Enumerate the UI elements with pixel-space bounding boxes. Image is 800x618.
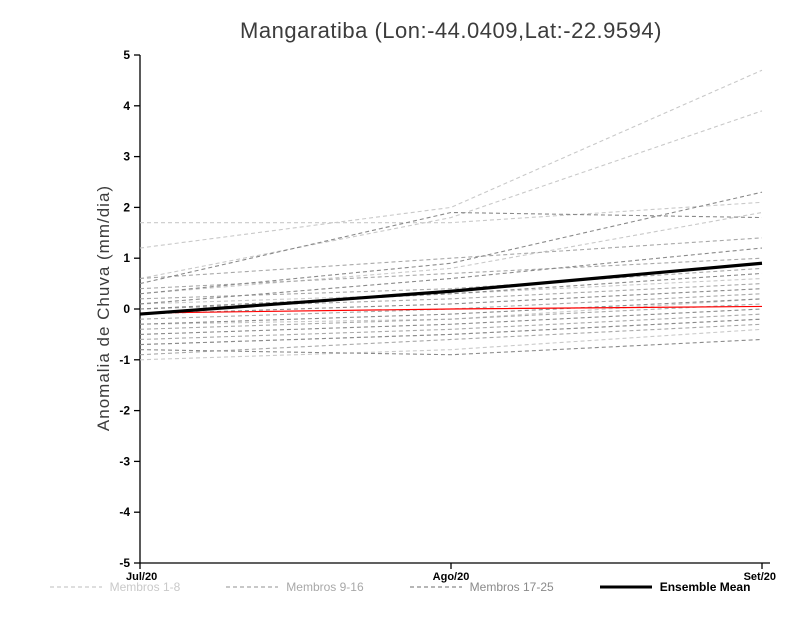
x-tick-label: Jul/20 [126,571,157,583]
member-line-group-1 [139,211,763,295]
y-tick-label: 3 [123,150,130,164]
legend-line-swatch [409,586,462,588]
legend: Membros 1-8 Membros 9-16 Membros 17-25 Ense… [0,580,800,594]
member-line-group-1 [140,201,763,224]
y-tick-label: -3 [119,454,130,468]
member-line-group-3 [139,247,763,305]
member-line-group-1 [139,328,763,361]
member-line-group-3 [139,298,763,325]
reference-line [139,305,763,314]
legend-label: Membros 1-8 [109,580,181,594]
member-line-group-3 [139,308,763,335]
legend-label: Membros 9-16 [286,580,364,594]
member-line-group-3 [139,288,763,315]
legend-item-ensemble-mean: Ensemble Mean [599,580,751,594]
y-tick-label: -5 [119,556,130,570]
legend-item-membros-2: Membros 9-16 [226,580,364,594]
chart-title: Mangaratiba (Lon:-44.0409,Lat:-22.9594) [240,18,662,43]
ensemble-mean-line [139,261,763,316]
member-line-group-2 [139,267,763,300]
y-tick-label: 2 [123,200,130,214]
x-tick-label: Ago/20 [433,571,470,583]
member-line-group-1 [139,110,763,280]
member-line-group-3 [139,191,763,295]
y-tick-label: 5 [123,48,130,62]
y-tick-label: 4 [123,99,130,113]
y-tick-label: -2 [119,404,130,418]
legend-line-swatch [49,586,102,588]
member-line-group-1 [139,69,763,249]
member-line-group-3 [139,318,763,346]
y-tick-label: 1 [123,251,130,265]
member-line-group-3 [139,272,763,310]
member-line-group-2 [139,313,763,341]
y-tick-label: -1 [119,353,130,367]
member-line-group-3 [139,338,763,356]
member-line-group-2 [139,257,763,290]
member-line-group-2 [139,237,763,280]
legend-label: Ensemble Mean [659,580,751,594]
x-tick-label: Set/20 [744,571,776,583]
y-tick-label: 0 [123,302,130,316]
member-line-group-2 [139,283,763,310]
legend-item-membros-3: Membros 17-25 [409,580,554,594]
legend-line-swatch [599,585,652,589]
legend-item-membros-1: Membros 1-8 [49,580,181,594]
legend-label: Membros 17-25 [469,580,554,594]
y-tick-label: -4 [119,505,130,519]
legend-line-swatch [226,586,279,588]
member-line-group-2 [139,303,763,330]
member-line-group-2 [139,323,763,356]
